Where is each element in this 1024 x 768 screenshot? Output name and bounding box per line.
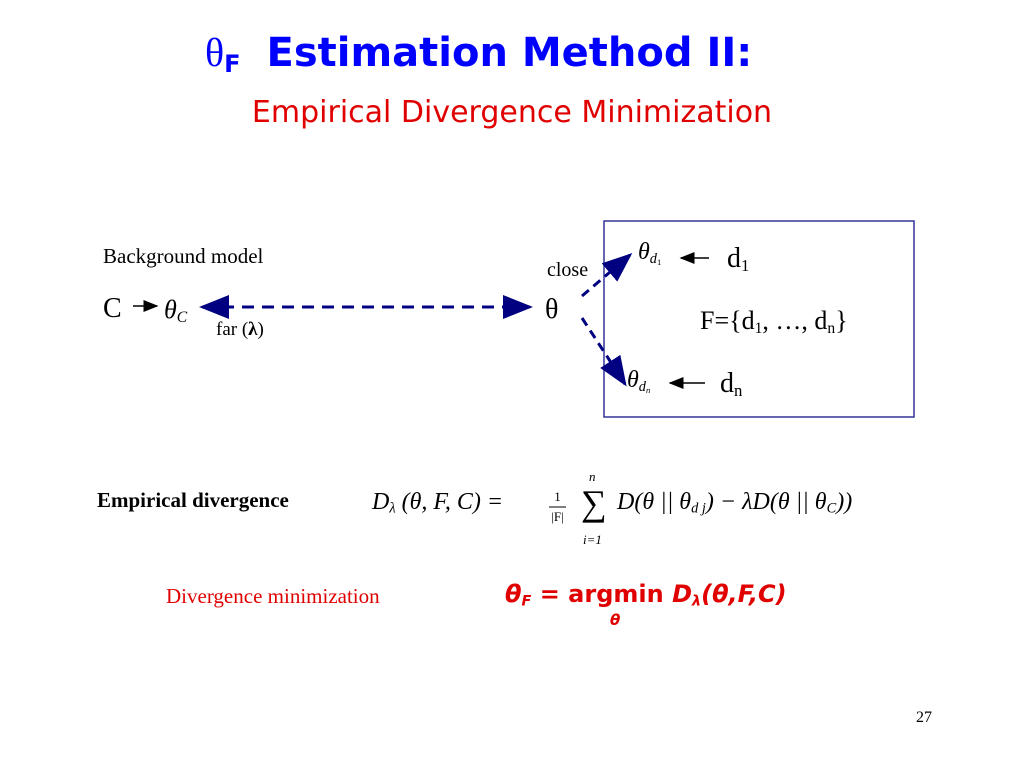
text: D(θ || θ bbox=[617, 489, 692, 515]
sub: C bbox=[826, 500, 837, 517]
title: θF Estimation Method II: bbox=[205, 30, 753, 77]
text: F={d bbox=[700, 306, 755, 335]
sub: λ bbox=[691, 593, 702, 610]
close-arrow bbox=[580, 317, 627, 387]
text: (θ,F,C) bbox=[701, 580, 787, 608]
set: F={d1, …, dn} bbox=[700, 306, 848, 337]
symbol: d bbox=[727, 243, 741, 274]
lambda: λ bbox=[248, 319, 258, 340]
text: ) − λD(θ || θ bbox=[705, 489, 827, 515]
text: , …, d bbox=[762, 306, 828, 335]
symbol: d bbox=[720, 368, 734, 399]
sum-bottom: i=1 bbox=[583, 532, 602, 547]
sub: d j bbox=[691, 500, 706, 517]
background-label: Background model bbox=[103, 244, 264, 268]
text: D bbox=[672, 580, 692, 608]
subsub: 1 bbox=[657, 256, 662, 267]
theta: θ bbox=[545, 294, 559, 325]
text: θ bbox=[505, 580, 522, 608]
set-box bbox=[603, 220, 915, 418]
theta-d1: θd1 bbox=[638, 239, 662, 267]
sum-top: n bbox=[589, 469, 596, 484]
divergence-label: Empirical divergence bbox=[97, 488, 289, 512]
page-number: 27 bbox=[916, 709, 932, 726]
far-label: far (λ) bbox=[216, 320, 264, 339]
subscript: n bbox=[734, 381, 743, 401]
subtitle: Empirical Divergence Minimization bbox=[251, 95, 773, 130]
c-label: C bbox=[103, 293, 122, 324]
text: = argmin bbox=[539, 580, 664, 608]
sub: F bbox=[521, 593, 532, 610]
sub: n bbox=[827, 319, 836, 337]
text: d bbox=[649, 250, 657, 267]
text: )) bbox=[836, 489, 853, 515]
sum: ∑ bbox=[581, 483, 607, 523]
text: (θ, F, C) = bbox=[401, 489, 504, 515]
frac-num: 1 bbox=[554, 489, 561, 504]
subscript: dn bbox=[639, 379, 651, 395]
minimization-under: θ bbox=[610, 611, 621, 629]
minimization-label: Divergence minimization bbox=[166, 584, 380, 608]
text: } bbox=[835, 306, 848, 335]
subscript: C bbox=[176, 308, 188, 326]
sub: 1 bbox=[754, 319, 763, 337]
symbol: θ bbox=[638, 239, 650, 265]
subsub: n bbox=[646, 384, 651, 395]
symbol: θ bbox=[164, 295, 177, 324]
subscript: 1 bbox=[741, 256, 750, 276]
theta-dn: θdn bbox=[627, 367, 651, 395]
divergence-lhs: Dλ (θ, F, C) = bbox=[372, 489, 504, 517]
close-arrow bbox=[581, 253, 633, 298]
d1: d1 bbox=[727, 243, 750, 276]
symbol: θ bbox=[627, 367, 639, 393]
title-text: Estimation Method II: bbox=[266, 30, 753, 76]
frac-den: |F| bbox=[551, 509, 564, 524]
divergence-rhs: D(θ || θd j) − λD(θ || θC)) bbox=[617, 489, 853, 517]
text: far ( bbox=[216, 319, 249, 340]
dn: dn bbox=[720, 368, 743, 401]
theta-c: θC bbox=[164, 295, 188, 326]
text: D bbox=[372, 489, 390, 515]
title-subscript: F bbox=[224, 50, 241, 78]
title-symbol: θ bbox=[205, 30, 225, 75]
text: ) bbox=[257, 319, 264, 340]
sub: λ bbox=[389, 500, 396, 517]
close-label: close bbox=[547, 259, 589, 281]
minimization-formula: θF = argmin Dλ(θ,F,C) bbox=[505, 580, 787, 609]
text: d bbox=[638, 378, 646, 395]
subscript: d1 bbox=[650, 251, 662, 267]
